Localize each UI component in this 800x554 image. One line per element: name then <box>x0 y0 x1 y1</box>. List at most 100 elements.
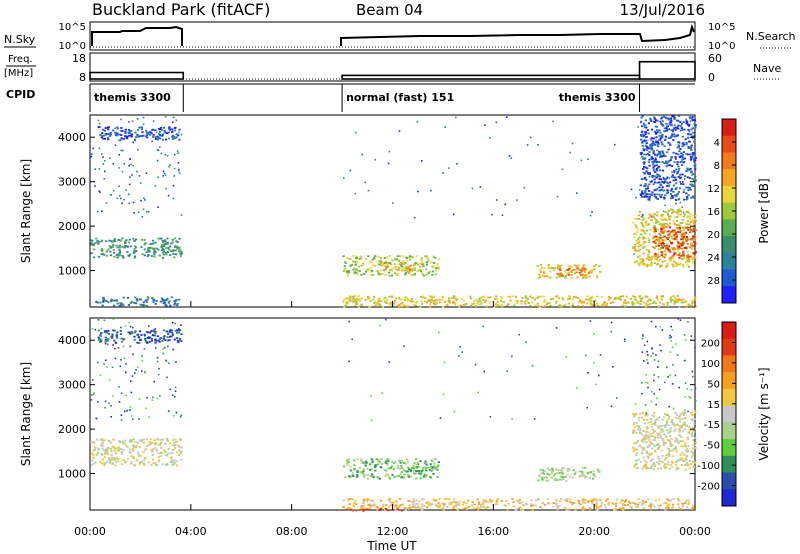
scatter-cell <box>103 178 106 180</box>
scatter-cell <box>99 335 102 337</box>
scatter-cell <box>671 174 674 177</box>
scatter-cell <box>678 170 680 172</box>
scatter-cell <box>623 504 626 506</box>
scatter-cell <box>402 263 405 265</box>
scatter-cell <box>672 448 676 450</box>
scatter-cell <box>674 461 677 463</box>
scatter-cell <box>129 451 132 454</box>
scatter-cell <box>112 299 115 302</box>
scatter-cell <box>660 254 663 257</box>
scatter-cell <box>127 255 130 257</box>
scatter-cell <box>97 319 100 321</box>
scatter-cell <box>552 505 555 508</box>
scatter-cell <box>692 237 696 240</box>
scatter-cell <box>351 509 354 512</box>
scatter-cell <box>162 253 165 256</box>
scatter-cell <box>409 264 412 267</box>
scatter-cell <box>693 119 697 122</box>
scatter-cell <box>677 175 680 178</box>
scatter-cell <box>401 255 404 258</box>
scatter-cell <box>694 157 697 159</box>
scatter-cell <box>602 303 605 306</box>
scatter-cell <box>388 255 391 257</box>
scatter-cell <box>131 174 133 176</box>
scatter-cell <box>480 504 483 506</box>
scatter-cell <box>520 303 523 305</box>
scatter-cell <box>118 440 121 442</box>
scatter-cell <box>581 498 584 501</box>
scatter-cell <box>102 301 105 303</box>
scatter-cell <box>643 464 646 467</box>
scatter-cell <box>684 442 687 445</box>
colorbar-swatch-9 <box>722 269 736 287</box>
scatter-cell <box>160 446 163 449</box>
scatter-cell <box>99 134 102 136</box>
scatter-cell <box>642 262 646 265</box>
scatter-cell <box>431 460 434 463</box>
scatter-cell <box>588 507 591 509</box>
scatter-cell <box>648 223 651 226</box>
scatter-cell <box>653 256 656 258</box>
scatter-cell <box>579 503 582 506</box>
scatter-cell <box>477 391 479 394</box>
scatter-cell <box>614 508 617 511</box>
scatter-cell <box>373 504 376 507</box>
scatter-cell <box>169 461 172 464</box>
scatter-cell <box>165 252 168 254</box>
scatter-cell <box>383 298 386 301</box>
scatter-cell <box>689 133 693 136</box>
scatter-cell <box>657 145 660 148</box>
scatter-cell <box>392 202 394 204</box>
scatter-cell <box>133 464 136 467</box>
scatter-cell <box>153 439 156 442</box>
scatter-cell <box>408 258 412 261</box>
scatter-cell <box>109 133 112 136</box>
scatter-cell <box>642 237 645 240</box>
scatter-cell <box>642 448 645 451</box>
scatter-cell <box>652 240 655 243</box>
scatter-cell <box>650 142 653 145</box>
scatter-cell <box>144 199 146 201</box>
scatter-cell <box>113 447 116 450</box>
scatter-cell <box>673 124 676 127</box>
scatter-cell <box>385 302 388 304</box>
scatter-cell <box>589 300 592 303</box>
scatter-cell <box>555 302 558 305</box>
scatter-cell <box>644 136 647 139</box>
scatter-cell <box>660 184 663 186</box>
scatter-cell <box>500 296 503 298</box>
scatter-cell <box>664 181 667 184</box>
scatter-cell <box>477 509 480 511</box>
scatter-cell <box>655 297 658 299</box>
scatter-cell <box>652 168 655 171</box>
scatter-cell <box>691 127 694 130</box>
scatter-cell <box>149 332 152 334</box>
scatter-cell <box>653 189 656 191</box>
scatter-cell <box>396 508 400 511</box>
scatter-cell <box>690 433 693 435</box>
scatter-cell <box>644 144 647 147</box>
scatter-cell <box>671 197 674 199</box>
scatter-cell <box>673 223 676 226</box>
scatter-cell <box>659 258 662 261</box>
scatter-cell <box>656 119 659 122</box>
scatter-cell <box>97 448 100 451</box>
scatter-cell <box>482 299 485 301</box>
scatter-cell <box>549 270 552 273</box>
scatter-cell <box>658 388 661 391</box>
scatter-cell <box>441 298 444 301</box>
scatter-cell <box>675 127 678 129</box>
scatter-cell <box>641 155 644 158</box>
scatter-cell <box>661 143 664 146</box>
scatter-cell <box>561 473 564 476</box>
scatter-cell <box>666 505 669 507</box>
scatter-cell <box>384 462 387 464</box>
scatter-cell <box>641 449 644 452</box>
scatter-cell <box>356 458 359 461</box>
scatter-cell <box>415 477 418 480</box>
scatter-cell <box>430 301 433 304</box>
scatter-cell <box>678 429 681 432</box>
scatter-cell <box>645 195 649 198</box>
scatter-cell <box>136 134 139 136</box>
nsky-tick-low: 10^0 <box>59 41 86 52</box>
